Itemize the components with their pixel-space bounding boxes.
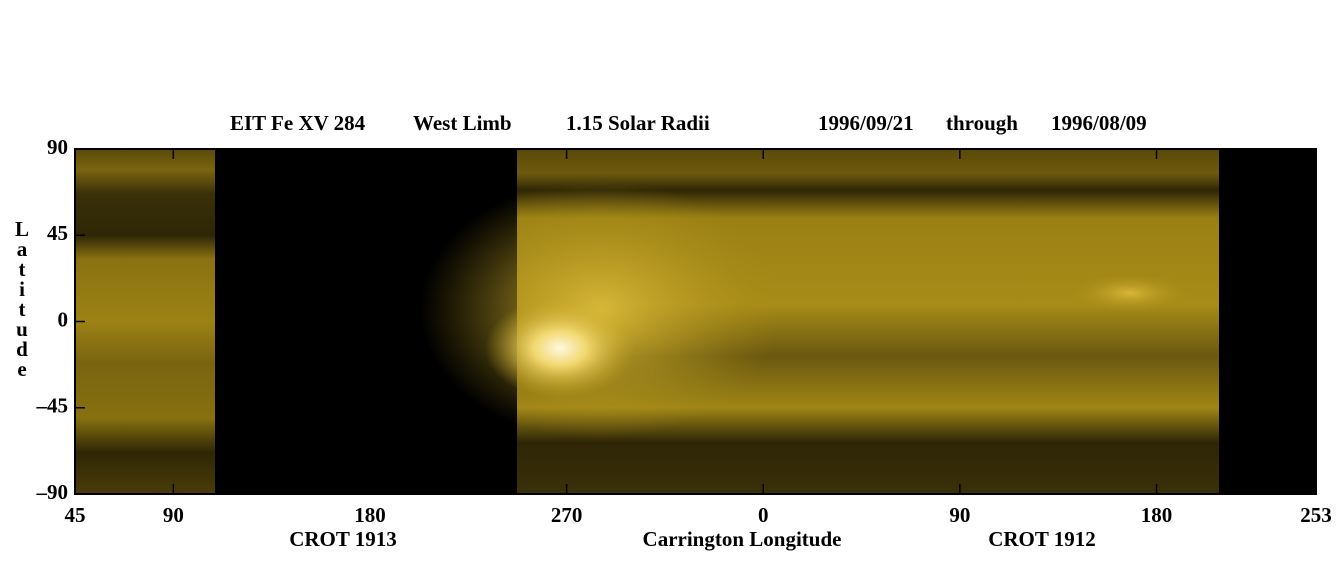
x-tick-label: 90 bbox=[163, 503, 184, 527]
y-tick-label: 90 bbox=[47, 135, 68, 159]
x-tick-label: 90 bbox=[949, 503, 970, 527]
x-tick-label: 45 bbox=[65, 503, 86, 527]
map-image bbox=[74, 148, 1317, 495]
y-tick-label: –45 bbox=[36, 394, 69, 418]
y-tick-label: 45 bbox=[47, 221, 68, 245]
x-tick-label: 270 bbox=[551, 503, 583, 527]
title-part: West Limb bbox=[413, 111, 512, 135]
x-tick-label: 180 bbox=[354, 503, 386, 527]
title-part: EIT Fe XV 284 bbox=[230, 111, 366, 135]
x-annotation: CROT 1912 bbox=[988, 527, 1096, 551]
title-part: 1996/08/09 bbox=[1051, 111, 1147, 135]
x-tick-label: 180 bbox=[1141, 503, 1173, 527]
title-part: 1.15 Solar Radii bbox=[566, 111, 710, 135]
title-part: through bbox=[946, 111, 1018, 135]
x-tick-label: 253 bbox=[1300, 503, 1332, 527]
title-part: 1996/09/21 bbox=[818, 111, 914, 135]
x-annotation: CROT 1913 bbox=[289, 527, 397, 551]
y-tick-label: 0 bbox=[58, 307, 69, 331]
y-tick-label: –90 bbox=[36, 480, 69, 504]
x-tick-label: 0 bbox=[758, 503, 769, 527]
x-axis-label: Carrington Longitude bbox=[643, 527, 842, 551]
